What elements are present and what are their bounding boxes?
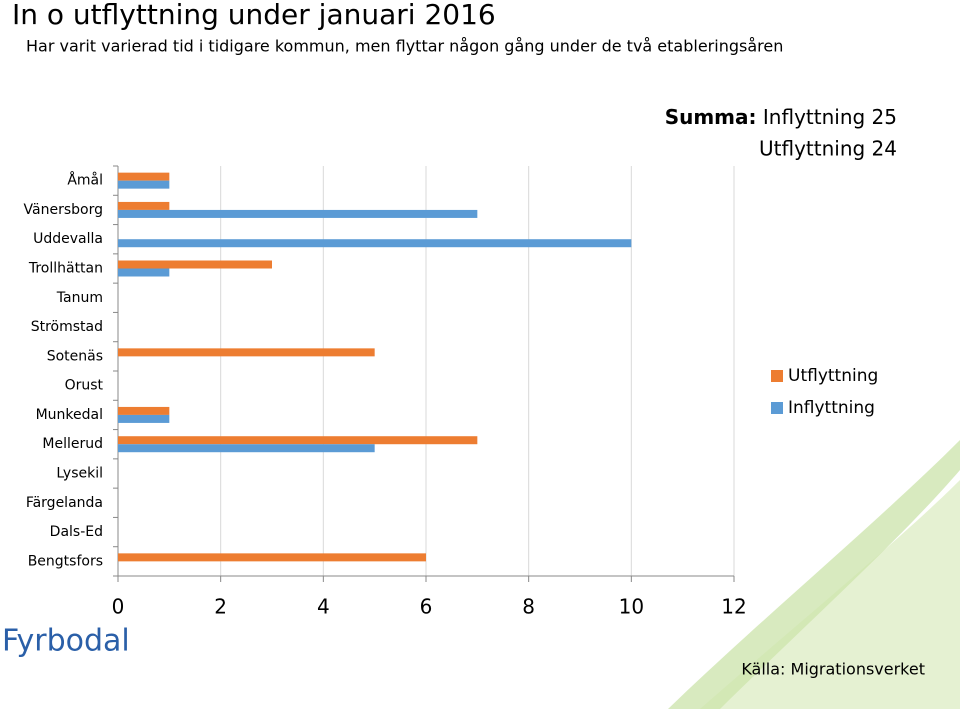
y-tick-label: Vänersborg	[24, 202, 103, 218]
x-tick-label: 10	[619, 595, 644, 619]
y-tick-label: Uddevalla	[33, 231, 103, 247]
x-tick-label: 2	[214, 595, 227, 619]
source: Källa: Migrationsverket	[741, 660, 925, 679]
legend-label: Utflyttning	[788, 366, 878, 386]
bar	[118, 260, 272, 269]
bar	[118, 239, 632, 248]
x-tick-label: 0	[112, 595, 125, 619]
legend-swatch	[771, 402, 783, 414]
y-tick-label: Åmål	[67, 172, 103, 189]
bar	[118, 436, 478, 445]
bar	[118, 414, 170, 423]
bar	[118, 180, 170, 189]
y-tick-label: Trollhättan	[28, 261, 103, 277]
summary-line: Utflyttning 24	[759, 137, 897, 161]
bar	[118, 172, 170, 181]
x-tick-label: 8	[522, 595, 535, 619]
logo: Fyrbodal	[2, 624, 130, 659]
y-tick-label: Färgelanda	[26, 495, 103, 511]
bar	[118, 553, 426, 562]
chart-subtitle: Har varit varierad tid i tidigare kommun…	[26, 37, 783, 56]
bar	[118, 209, 478, 218]
summary-line: Inflyttning 25	[763, 105, 897, 129]
bar	[118, 268, 170, 277]
decor-wave	[700, 480, 960, 709]
y-tick-label: Munkedal	[36, 407, 103, 423]
bar	[118, 406, 170, 415]
y-tick-label: Sotenäs	[47, 348, 103, 364]
legend-swatch	[771, 370, 783, 382]
y-tick-label: Lysekil	[56, 466, 103, 482]
y-tick-label: Mellerud	[42, 436, 103, 452]
x-tick-label: 4	[317, 595, 330, 619]
y-tick-label: Orust	[65, 378, 104, 394]
y-tick-label: Strömstad	[31, 319, 103, 335]
y-tick-label: Dals-Ed	[50, 524, 103, 540]
summary: Summa: Inflyttning 25	[665, 105, 897, 129]
summary-label: Summa:	[665, 105, 757, 129]
y-tick-label: Tanum	[56, 290, 103, 306]
x-tick-label: 6	[420, 595, 433, 619]
y-tick-label: Bengtsfors	[28, 553, 103, 569]
bar	[118, 201, 170, 210]
legend-label: Inflyttning	[788, 398, 875, 418]
decor-wave	[668, 440, 960, 709]
x-tick-label: 12	[721, 595, 746, 619]
bar	[118, 444, 375, 453]
bar	[118, 348, 375, 357]
chart-title: In o utflyttning under januari 2016	[12, 0, 496, 31]
